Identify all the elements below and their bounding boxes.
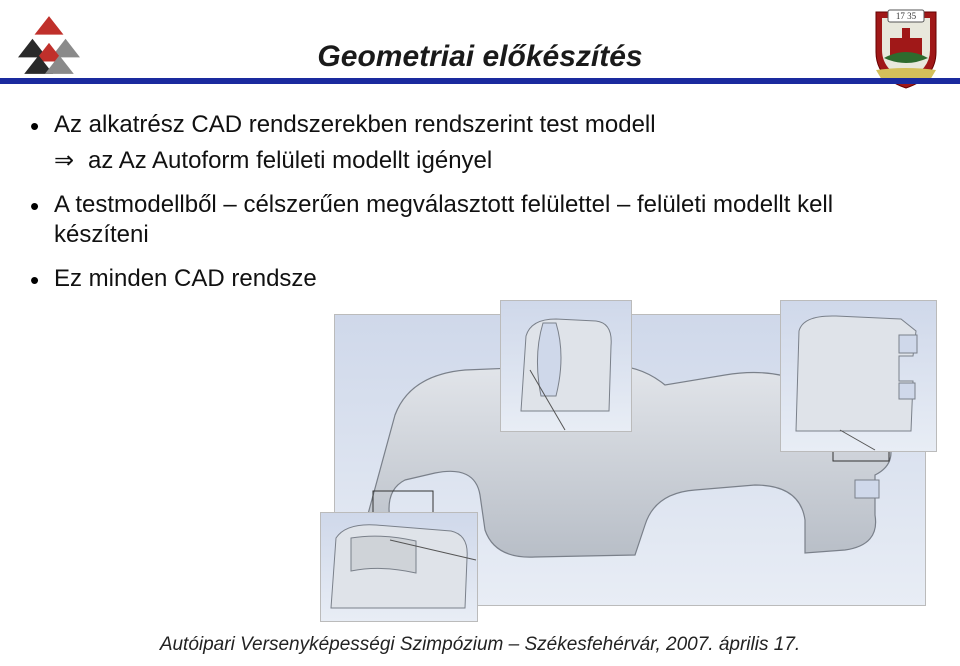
bullet-item: Az alkatrész CAD rendszerekben rendszeri… bbox=[30, 110, 930, 176]
content-area: Az alkatrész CAD rendszerekben rendszeri… bbox=[30, 110, 930, 308]
diagram-inset-1 bbox=[500, 300, 632, 432]
bullet-item: A testmodellből – célszerűen megválaszto… bbox=[30, 190, 930, 250]
cad-diagram bbox=[320, 300, 940, 620]
bullet-text: A testmodellből – célszerűen megválaszto… bbox=[54, 191, 833, 248]
bullet-text: Ez minden CAD rendsze bbox=[54, 265, 317, 292]
header: Geometriai előkészítés 17 35 bbox=[0, 0, 960, 100]
slide-title: Geometriai előkészítés bbox=[0, 40, 960, 74]
footer-text: Autóipari Versenyképességi Szimpózium – … bbox=[0, 634, 960, 656]
sub-bullet: ⇒ az Az Autoform felületi modellt igénye… bbox=[54, 146, 930, 176]
diagram-inset-3 bbox=[320, 512, 478, 622]
diagram-inset-2 bbox=[780, 300, 937, 452]
slide: Geometriai előkészítés 17 35 Az alkatrés… bbox=[0, 0, 960, 666]
svg-text:17 35: 17 35 bbox=[896, 11, 917, 21]
bullet-item: Ez minden CAD rendsze bbox=[30, 264, 930, 294]
bullet-text: Az alkatrész CAD rendszerekben rendszeri… bbox=[54, 111, 656, 138]
divider-rule bbox=[0, 78, 960, 84]
sub-bullet-text: az Az Autoform felületi modellt igényel bbox=[88, 147, 492, 174]
bullet-list: Az alkatrész CAD rendszerekben rendszeri… bbox=[30, 110, 930, 294]
arrow-icon: ⇒ bbox=[54, 146, 74, 176]
triangle-up-icon bbox=[35, 16, 64, 35]
